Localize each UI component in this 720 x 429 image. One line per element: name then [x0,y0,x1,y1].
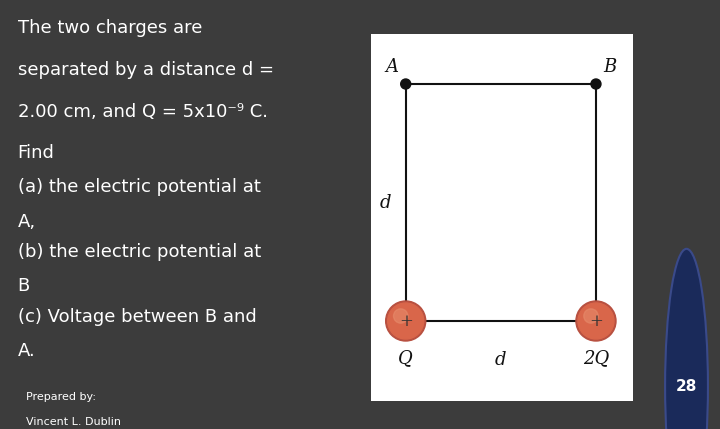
Circle shape [591,79,601,89]
Circle shape [401,79,410,89]
Text: 28: 28 [676,379,697,393]
Text: Prepared by:: Prepared by: [26,392,96,402]
Circle shape [576,301,616,341]
Circle shape [584,309,598,323]
Circle shape [386,301,426,341]
Text: +: + [399,312,413,329]
Circle shape [387,303,424,339]
Text: (c) Voltage between B and: (c) Voltage between B and [17,308,256,326]
Circle shape [394,309,408,323]
Text: +: + [589,312,603,329]
Text: B: B [17,277,30,295]
Text: Find: Find [17,144,55,162]
Circle shape [578,303,614,339]
Text: The two charges are: The two charges are [17,19,202,37]
Text: 2Q: 2Q [582,349,609,367]
Text: Vincent L. Dublin: Vincent L. Dublin [26,417,121,427]
Text: Q: Q [398,349,413,367]
Text: (b) the electric potential at: (b) the electric potential at [17,243,261,261]
Circle shape [665,249,708,429]
Text: d: d [495,351,507,369]
Text: A.: A. [17,341,35,360]
Text: (a) the electric potential at: (a) the electric potential at [17,178,261,196]
Bar [371,34,633,401]
Text: A,: A, [17,213,36,231]
Text: separated by a distance d =: separated by a distance d = [17,61,274,79]
Text: d: d [380,193,392,211]
Text: A: A [385,58,398,76]
Text: B: B [603,58,616,76]
Text: 2.00 cm, and Q = 5x10⁻⁹ C.: 2.00 cm, and Q = 5x10⁻⁹ C. [17,103,268,121]
